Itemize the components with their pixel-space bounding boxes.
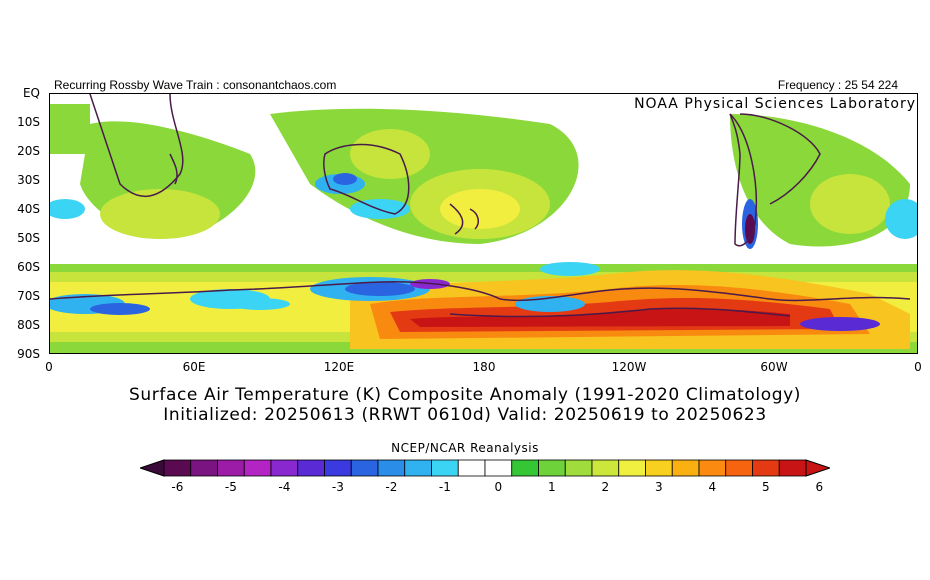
y-label-eq: EQ — [22, 86, 40, 100]
x-label-180: 180 — [472, 360, 496, 374]
y-label-70s: 70S — [17, 289, 40, 303]
y-label-20s: 20S — [17, 144, 40, 158]
colorbar-swatch — [671, 459, 700, 477]
colorbar-swatch — [404, 459, 432, 477]
x-label-120w: 120W — [611, 360, 647, 374]
colorbar-tick-label: -5 — [224, 480, 237, 494]
colorbar-tick-label: -6 — [171, 480, 184, 494]
map-subtitle: Initialized: 20250613 (RRWT 0610d) Valid… — [163, 405, 767, 425]
colorbar-tick-label: 4 — [708, 480, 717, 494]
y-label-40s: 40S — [17, 202, 40, 216]
colorbar-swatch — [297, 459, 325, 477]
colorbar-swatch — [270, 459, 299, 477]
colorbar-swatch — [591, 459, 620, 477]
colorbar-swatch — [350, 459, 379, 477]
colorbar-tick-label: -3 — [331, 480, 344, 494]
colorbar — [140, 459, 830, 477]
colorbar-swatch — [618, 459, 646, 477]
colorbar-tick-label: -2 — [385, 480, 398, 494]
x-label-0-end: 0 — [914, 360, 922, 374]
y-label-60s: 60S — [17, 260, 40, 274]
colorbar-tick-label: -4 — [278, 480, 291, 494]
colorbar-swatch — [752, 459, 780, 477]
colorbar-swatch — [484, 459, 513, 477]
colorbar-swatch — [725, 459, 753, 477]
y-label-80s: 80S — [17, 318, 40, 332]
data-source: NCEP/NCAR Reanalysis — [391, 441, 539, 455]
colorbar-swatch — [645, 459, 673, 477]
x-label-120e: 120E — [323, 360, 355, 374]
colorbar-swatch — [778, 459, 807, 477]
colorbar-swatch — [698, 459, 727, 477]
x-label-60e: 60E — [182, 360, 206, 374]
colorbar-tick-label: 6 — [815, 480, 824, 494]
x-label-0: 0 — [45, 360, 53, 374]
colorbar-swatch — [457, 459, 486, 477]
source-credit: Recurring Rossby Wave Train : consonantc… — [54, 78, 337, 92]
colorbar-swatch — [217, 459, 245, 477]
colorbar-swatch — [163, 459, 192, 477]
colorbar-swatch — [243, 459, 272, 477]
colorbar-tick-label: 3 — [655, 480, 663, 494]
colorbar-tick-label: 2 — [601, 480, 610, 494]
colorbar-tick-label: 5 — [762, 480, 770, 494]
colorbar-swatch — [324, 459, 352, 477]
frequency-label: Frequency : 25 54 224 — [777, 78, 898, 92]
x-label-60w: 60W — [760, 360, 788, 374]
y-label-90s: 90S — [17, 347, 40, 361]
colorbar-swatch — [190, 459, 218, 477]
colorbar-arrow-right — [805, 459, 830, 477]
colorbar-swatch — [431, 459, 459, 477]
colorbar-tick-label: 0 — [494, 480, 503, 494]
colorbar-tick-label: 1 — [548, 480, 556, 494]
y-label-10s: 10S — [17, 115, 40, 129]
anomaly-map — [49, 93, 918, 354]
map-title: Surface Air Temperature (K) Composite An… — [129, 385, 801, 405]
colorbar-swatch — [538, 459, 566, 477]
colorbar-swatch — [511, 459, 539, 477]
colorbar-swatch — [564, 459, 593, 477]
colorbar-arrow-left — [140, 459, 165, 477]
colorbar-swatch — [377, 459, 406, 477]
map-canvas — [50, 94, 917, 353]
y-label-30s: 30S — [17, 173, 40, 187]
y-label-50s: 50S — [17, 231, 40, 245]
colorbar-tick-label: -1 — [438, 480, 451, 494]
lab-name: NOAA Physical Sciences Laboratory — [634, 96, 916, 112]
